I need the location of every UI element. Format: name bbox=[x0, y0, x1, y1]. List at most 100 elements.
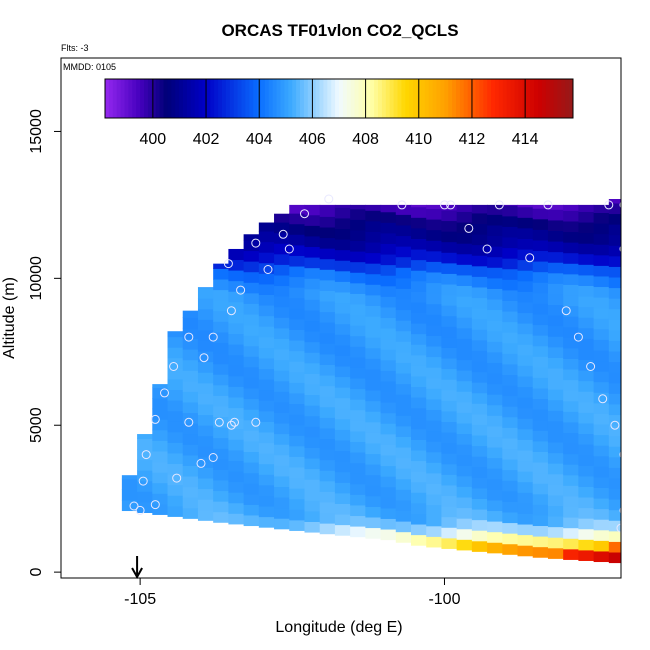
heatmap-cell bbox=[167, 421, 184, 433]
heatmap-cell bbox=[243, 356, 260, 368]
heatmap-cell bbox=[547, 526, 564, 538]
colorbar-swatch bbox=[249, 79, 254, 118]
heatmap-cell bbox=[228, 449, 245, 461]
heatmap-cell bbox=[334, 249, 351, 261]
heatmap-cell bbox=[334, 492, 351, 504]
heatmap-cell bbox=[380, 444, 397, 456]
heatmap-cell bbox=[274, 412, 290, 424]
heatmap-cell bbox=[319, 269, 336, 281]
colorbar-swatch bbox=[553, 79, 558, 118]
heatmap-cell bbox=[456, 327, 473, 339]
heatmap-cell bbox=[395, 246, 412, 258]
heatmap-cell bbox=[456, 253, 473, 265]
heatmap-cell bbox=[197, 319, 214, 331]
sample-markers bbox=[129, 194, 621, 533]
colorbar-tick-label: 414 bbox=[512, 131, 539, 148]
heatmap-cell bbox=[517, 460, 534, 472]
sample-point bbox=[397, 200, 407, 210]
heatmap-cell bbox=[289, 456, 306, 468]
heatmap-cell bbox=[319, 427, 336, 440]
colorbar-swatch bbox=[120, 79, 125, 118]
heatmap-cell bbox=[578, 412, 595, 424]
colorbar-swatch bbox=[132, 79, 137, 118]
sample-point bbox=[619, 507, 621, 514]
heatmap-cell bbox=[395, 404, 412, 416]
colorbar-swatch bbox=[179, 79, 184, 118]
heatmap-cell bbox=[517, 545, 534, 557]
heatmap-cell bbox=[319, 374, 336, 387]
heatmap-cell bbox=[517, 449, 534, 462]
plot-frame bbox=[60, 57, 622, 579]
heatmap-cell bbox=[228, 301, 245, 313]
colorbar-swatch bbox=[144, 79, 149, 118]
heatmap-cell bbox=[593, 466, 610, 478]
heatmap-cell bbox=[334, 471, 351, 483]
heatmap-cell bbox=[365, 210, 382, 222]
heatmap-cell bbox=[426, 377, 443, 389]
heatmap-cell bbox=[411, 312, 427, 324]
heatmap-cell bbox=[578, 359, 595, 371]
heatmap-cell bbox=[365, 204, 382, 211]
heatmap-cell bbox=[608, 477, 621, 490]
heatmap-cell bbox=[517, 204, 534, 208]
heatmap-cell bbox=[547, 484, 564, 496]
heatmap-cell bbox=[182, 433, 199, 445]
heatmap-cell bbox=[319, 332, 336, 344]
heatmap-cell bbox=[380, 412, 397, 424]
heatmap-cell bbox=[608, 403, 621, 416]
heatmap-cell bbox=[395, 309, 412, 321]
heatmap-cell bbox=[213, 374, 229, 386]
heatmap-cell bbox=[274, 264, 290, 276]
heatmap-cell bbox=[152, 408, 169, 420]
colorbar-swatch bbox=[483, 79, 488, 118]
heatmap-cell bbox=[350, 504, 366, 517]
heatmap-cell bbox=[197, 403, 214, 416]
heatmap-cell bbox=[213, 501, 229, 513]
colorbar-swatch bbox=[467, 79, 473, 118]
heatmap-cell bbox=[532, 493, 549, 505]
heatmap-cell bbox=[471, 487, 488, 499]
sample-point bbox=[160, 388, 169, 398]
heatmap-cell bbox=[395, 298, 412, 311]
heatmap-cell bbox=[426, 483, 443, 495]
heatmap-cell bbox=[502, 310, 519, 323]
heatmap-cell bbox=[563, 527, 579, 539]
heatmap-cell bbox=[456, 274, 473, 286]
colorbar-swatch bbox=[346, 79, 352, 118]
heatmap-cell bbox=[532, 430, 549, 442]
heatmap-cell bbox=[334, 238, 351, 251]
colorbar-swatch bbox=[526, 79, 531, 118]
heatmap-cell bbox=[258, 336, 275, 348]
heatmap-cell bbox=[563, 517, 579, 529]
heatmap-cell bbox=[167, 368, 184, 380]
heatmap-cell bbox=[243, 271, 260, 283]
heatmap-cell bbox=[395, 468, 412, 480]
heatmap-cell bbox=[471, 339, 488, 351]
sample-point bbox=[598, 394, 608, 404]
heatmap-cell bbox=[274, 454, 290, 466]
heatmap-cell bbox=[380, 211, 397, 223]
heatmap-cell bbox=[395, 256, 412, 268]
heatmap-cell bbox=[395, 394, 412, 406]
heatmap-cell bbox=[471, 466, 488, 478]
heatmap-cell bbox=[243, 461, 260, 474]
heatmap-cell bbox=[502, 215, 519, 227]
heatmap-cell bbox=[411, 449, 427, 462]
colorbar-swatch bbox=[268, 79, 274, 118]
heatmap-cell bbox=[350, 367, 366, 379]
heatmap-cell bbox=[289, 204, 306, 214]
heatmap-cell bbox=[350, 430, 366, 442]
heatmap-cell bbox=[380, 338, 397, 350]
heatmap-cell bbox=[395, 214, 412, 226]
heatmap-cell bbox=[258, 495, 275, 507]
colorbar-swatch bbox=[327, 79, 332, 118]
heatmap-cell bbox=[471, 371, 488, 383]
heatmap-cell bbox=[228, 439, 245, 451]
heatmap-cell bbox=[350, 303, 366, 316]
heatmap-cell bbox=[289, 223, 306, 235]
heatmap-cell bbox=[380, 204, 397, 213]
sample-point bbox=[324, 194, 334, 204]
heatmap-cell bbox=[395, 351, 412, 363]
heatmap-cell bbox=[532, 514, 549, 527]
heatmap-cell bbox=[197, 361, 214, 373]
